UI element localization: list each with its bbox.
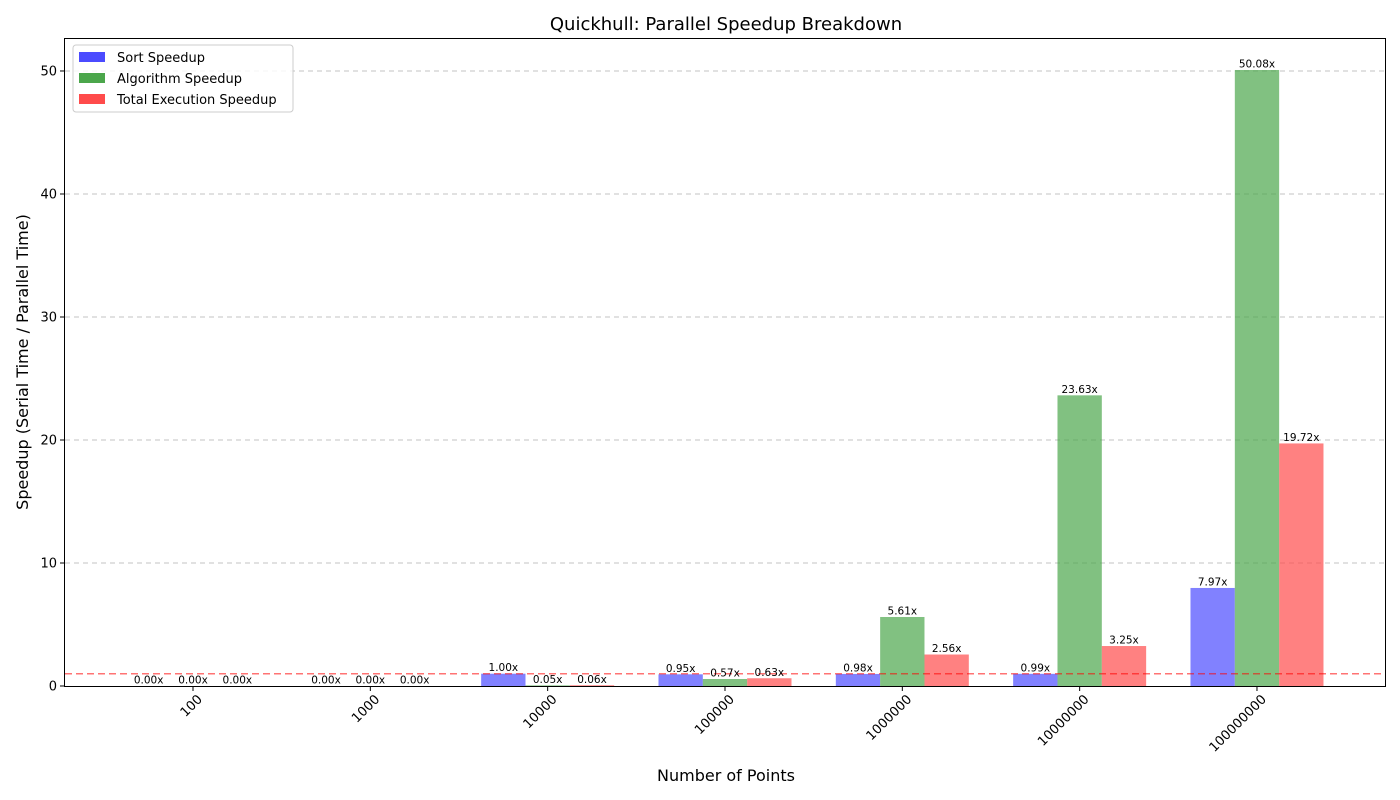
data-label: 0.00x <box>178 675 208 687</box>
bar <box>481 673 526 686</box>
chart-title: Quickhull: Parallel Speedup Breakdown <box>550 14 902 35</box>
bars <box>481 69 1324 687</box>
legend-swatch-total <box>79 94 105 104</box>
x-tick-label: 100 <box>178 692 206 720</box>
data-label: 0.05x <box>533 674 563 686</box>
x-tick-label: 1000000 <box>864 692 916 744</box>
x-tick-label: 1000 <box>349 692 383 726</box>
x-axis-label: Number of Points <box>657 766 795 785</box>
data-label: 0.00x <box>134 675 164 687</box>
data-label: 7.97x <box>1198 576 1228 588</box>
data-label: 0.98x <box>843 662 873 674</box>
x-tick-label: 100000 <box>692 692 738 738</box>
y-tick-label: 20 <box>40 433 57 448</box>
data-label: 50.08x <box>1239 58 1275 70</box>
data-label: 0.00x <box>400 675 430 687</box>
data-label: 0.00x <box>311 675 341 687</box>
data-label: 0.00x <box>223 675 253 687</box>
data-label: 19.72x <box>1283 432 1319 444</box>
bar <box>1013 673 1058 686</box>
legend-label-algorithm: Algorithm Speedup <box>117 72 242 87</box>
legend-label-total: Total Execution Speedup <box>116 93 277 108</box>
legend-swatch-algorithm <box>79 73 105 83</box>
data-label: 0.99x <box>1021 662 1051 674</box>
legend-label-sort: Sort Speedup <box>117 51 205 66</box>
plot-frame <box>64 38 1386 687</box>
data-label: 0.95x <box>666 663 696 675</box>
x-tick-label: 100000000 <box>1207 692 1270 755</box>
x-axis-ticks: 100 1000 10000 100000 1000000 10000000 1000000… <box>178 686 1270 755</box>
x-tick-label: 10000000 <box>1035 692 1092 749</box>
bar <box>1057 395 1102 686</box>
legend-box <box>72 44 294 113</box>
bar <box>835 673 881 686</box>
data-label: 0.63x <box>755 667 785 679</box>
bar <box>569 685 615 686</box>
bar <box>1234 69 1280 687</box>
data-label: 5.61x <box>888 605 918 617</box>
data-label: 3.25x <box>1109 635 1139 647</box>
data-label: 23.63x <box>1062 384 1098 396</box>
y-axis-ticks: 0 10 20 30 40 50 <box>40 64 65 695</box>
y-tick-label: 40 <box>40 187 57 202</box>
x-tick-label: 10000 <box>521 692 561 732</box>
data-label: 0.57x <box>710 667 740 679</box>
bar <box>702 678 748 686</box>
bar <box>1279 443 1324 686</box>
data-label: 0.06x <box>577 674 607 686</box>
gridlines <box>65 70 1385 564</box>
bar <box>880 616 925 686</box>
bar <box>525 685 570 686</box>
bar <box>1190 587 1235 686</box>
data-labels: 0.00x 0.00x 1.00x 0.95x 0.98x 0.99x 7.97x 0.00x… <box>134 58 1320 686</box>
legend-swatch-sort <box>79 52 105 62</box>
data-label: 1.00x <box>489 662 519 674</box>
bar <box>924 654 969 686</box>
y-tick-label: 50 <box>40 64 57 79</box>
legend: Sort Speedup Algorithm Speedup Total Exe… <box>72 44 294 113</box>
data-label: 0.00x <box>356 675 386 687</box>
y-tick-label: 0 <box>49 680 57 695</box>
y-tick-label: 10 <box>40 556 57 571</box>
bar <box>1101 646 1147 686</box>
y-axis-label: Speedup (Serial Time / Parallel Time) <box>13 214 32 510</box>
data-label: 2.56x <box>932 643 962 655</box>
bar <box>658 674 703 686</box>
bar <box>747 678 792 686</box>
y-tick-label: 30 <box>40 310 57 325</box>
